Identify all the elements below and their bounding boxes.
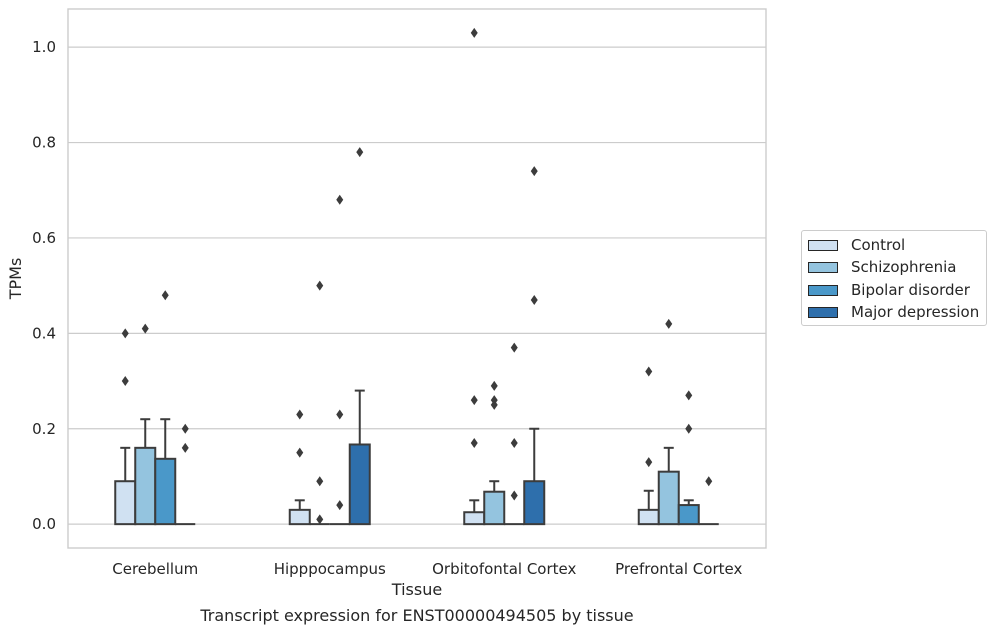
outlier-point-bipolar-disorder bbox=[510, 342, 518, 353]
outlier-point-control bbox=[645, 457, 653, 468]
y-tick-label: 0.0 bbox=[32, 515, 56, 533]
y-tick-label: 1.0 bbox=[32, 38, 56, 56]
plot-frame bbox=[67, 8, 767, 549]
x-axis-label: Tissue bbox=[391, 580, 442, 599]
legend-swatch-bipolar-disorder bbox=[808, 284, 838, 296]
bar-control bbox=[463, 511, 486, 526]
outlier-point-schizophrenia bbox=[316, 514, 324, 525]
outlier-point-schizophrenia bbox=[316, 476, 324, 487]
y-tick-label: 0.2 bbox=[32, 420, 56, 438]
outlier-point-control bbox=[470, 438, 478, 449]
outlier-point-control bbox=[296, 447, 304, 458]
outlier-point-control bbox=[645, 366, 653, 377]
legend-label-bipolar-disorder: Bipolar disorder bbox=[851, 281, 970, 299]
bar-schizophrenia bbox=[483, 490, 506, 526]
outlier-point-schizophrenia bbox=[490, 380, 498, 391]
outlier-point-schizophrenia bbox=[490, 395, 498, 406]
bar-schizophrenia bbox=[657, 470, 680, 526]
legend-label-control: Control bbox=[851, 236, 906, 254]
bar-schizophrenia bbox=[134, 446, 157, 526]
outlier-point-schizophrenia bbox=[316, 280, 324, 291]
chart-caption: Transcript expression for ENST0000049450… bbox=[200, 606, 634, 625]
legend: Control Schizophrenia Bipolar disorder M… bbox=[801, 230, 987, 326]
legend-label-schizophrenia: Schizophrenia bbox=[851, 258, 957, 276]
y-tick-label: 0.6 bbox=[32, 229, 56, 247]
outlier-point-control bbox=[296, 409, 304, 420]
outlier-point-bipolar-disorder bbox=[685, 390, 693, 401]
outlier-point-control bbox=[121, 376, 129, 387]
bar-bipolar-disorder bbox=[677, 504, 700, 526]
x-tick-label: Hipppocampus bbox=[274, 560, 386, 578]
bar-control bbox=[114, 480, 137, 526]
bar-control bbox=[288, 508, 311, 526]
outlier-point-bipolar-disorder bbox=[336, 194, 344, 205]
x-tick-label: Orbitofontal Cortex bbox=[432, 560, 576, 578]
outlier-point-bipolar-disorder bbox=[510, 490, 518, 501]
legend-swatch-control bbox=[808, 239, 838, 251]
y-tick-label: 0.4 bbox=[32, 324, 56, 342]
legend-swatch-major-depression bbox=[808, 306, 838, 318]
outlier-point-schizophrenia bbox=[665, 318, 673, 329]
outlier-point-major-depression bbox=[356, 147, 364, 158]
legend-swatch-schizophrenia bbox=[808, 261, 838, 273]
legend-item-major-depression: Major depression bbox=[808, 303, 979, 321]
outlier-point-major-depression bbox=[181, 442, 189, 453]
outlier-point-bipolar-disorder bbox=[510, 438, 518, 449]
outlier-point-bipolar-disorder bbox=[336, 409, 344, 420]
outlier-point-major-depression bbox=[705, 476, 713, 487]
bar-major-depression bbox=[523, 480, 546, 526]
legend-item-schizophrenia: Schizophrenia bbox=[808, 258, 956, 276]
bar-bipolar-disorder bbox=[154, 457, 177, 526]
outlier-point-bipolar-disorder bbox=[336, 500, 344, 511]
outlier-point-schizophrenia bbox=[141, 323, 149, 334]
outlier-point-bipolar-disorder bbox=[685, 423, 693, 434]
outlier-point-control bbox=[470, 395, 478, 406]
y-axis-label: TPMs bbox=[6, 258, 25, 301]
x-tick-label: Prefrontal Cortex bbox=[615, 560, 742, 578]
outlier-point-control bbox=[470, 27, 478, 38]
outlier-point-bipolar-disorder bbox=[161, 290, 169, 301]
legend-label-major-depression: Major depression bbox=[851, 303, 980, 321]
x-tick-label: Cerebellum bbox=[112, 560, 198, 578]
outlier-point-major-depression bbox=[530, 294, 538, 305]
y-tick-label: 0.8 bbox=[32, 134, 56, 152]
legend-item-control: Control bbox=[808, 236, 905, 254]
outlier-point-control bbox=[121, 328, 129, 339]
legend-item-bipolar-disorder: Bipolar disorder bbox=[808, 281, 970, 299]
bar-control bbox=[637, 508, 660, 526]
outlier-point-major-depression bbox=[530, 166, 538, 177]
outlier-point-major-depression bbox=[181, 423, 189, 434]
bar-major-depression bbox=[348, 443, 371, 526]
